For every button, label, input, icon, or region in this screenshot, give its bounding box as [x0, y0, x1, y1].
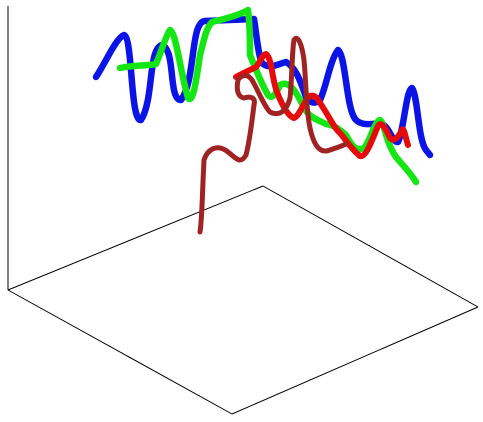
floor-edge-front-right	[231, 306, 479, 415]
series-brown	[197, 35, 349, 235]
series-red	[233, 51, 411, 159]
floor-edge-back-right	[262, 185, 479, 308]
series-green	[116, 6, 420, 186]
floor-edge-back-left	[7, 185, 264, 291]
floor-edge-front-left	[7, 289, 233, 415]
